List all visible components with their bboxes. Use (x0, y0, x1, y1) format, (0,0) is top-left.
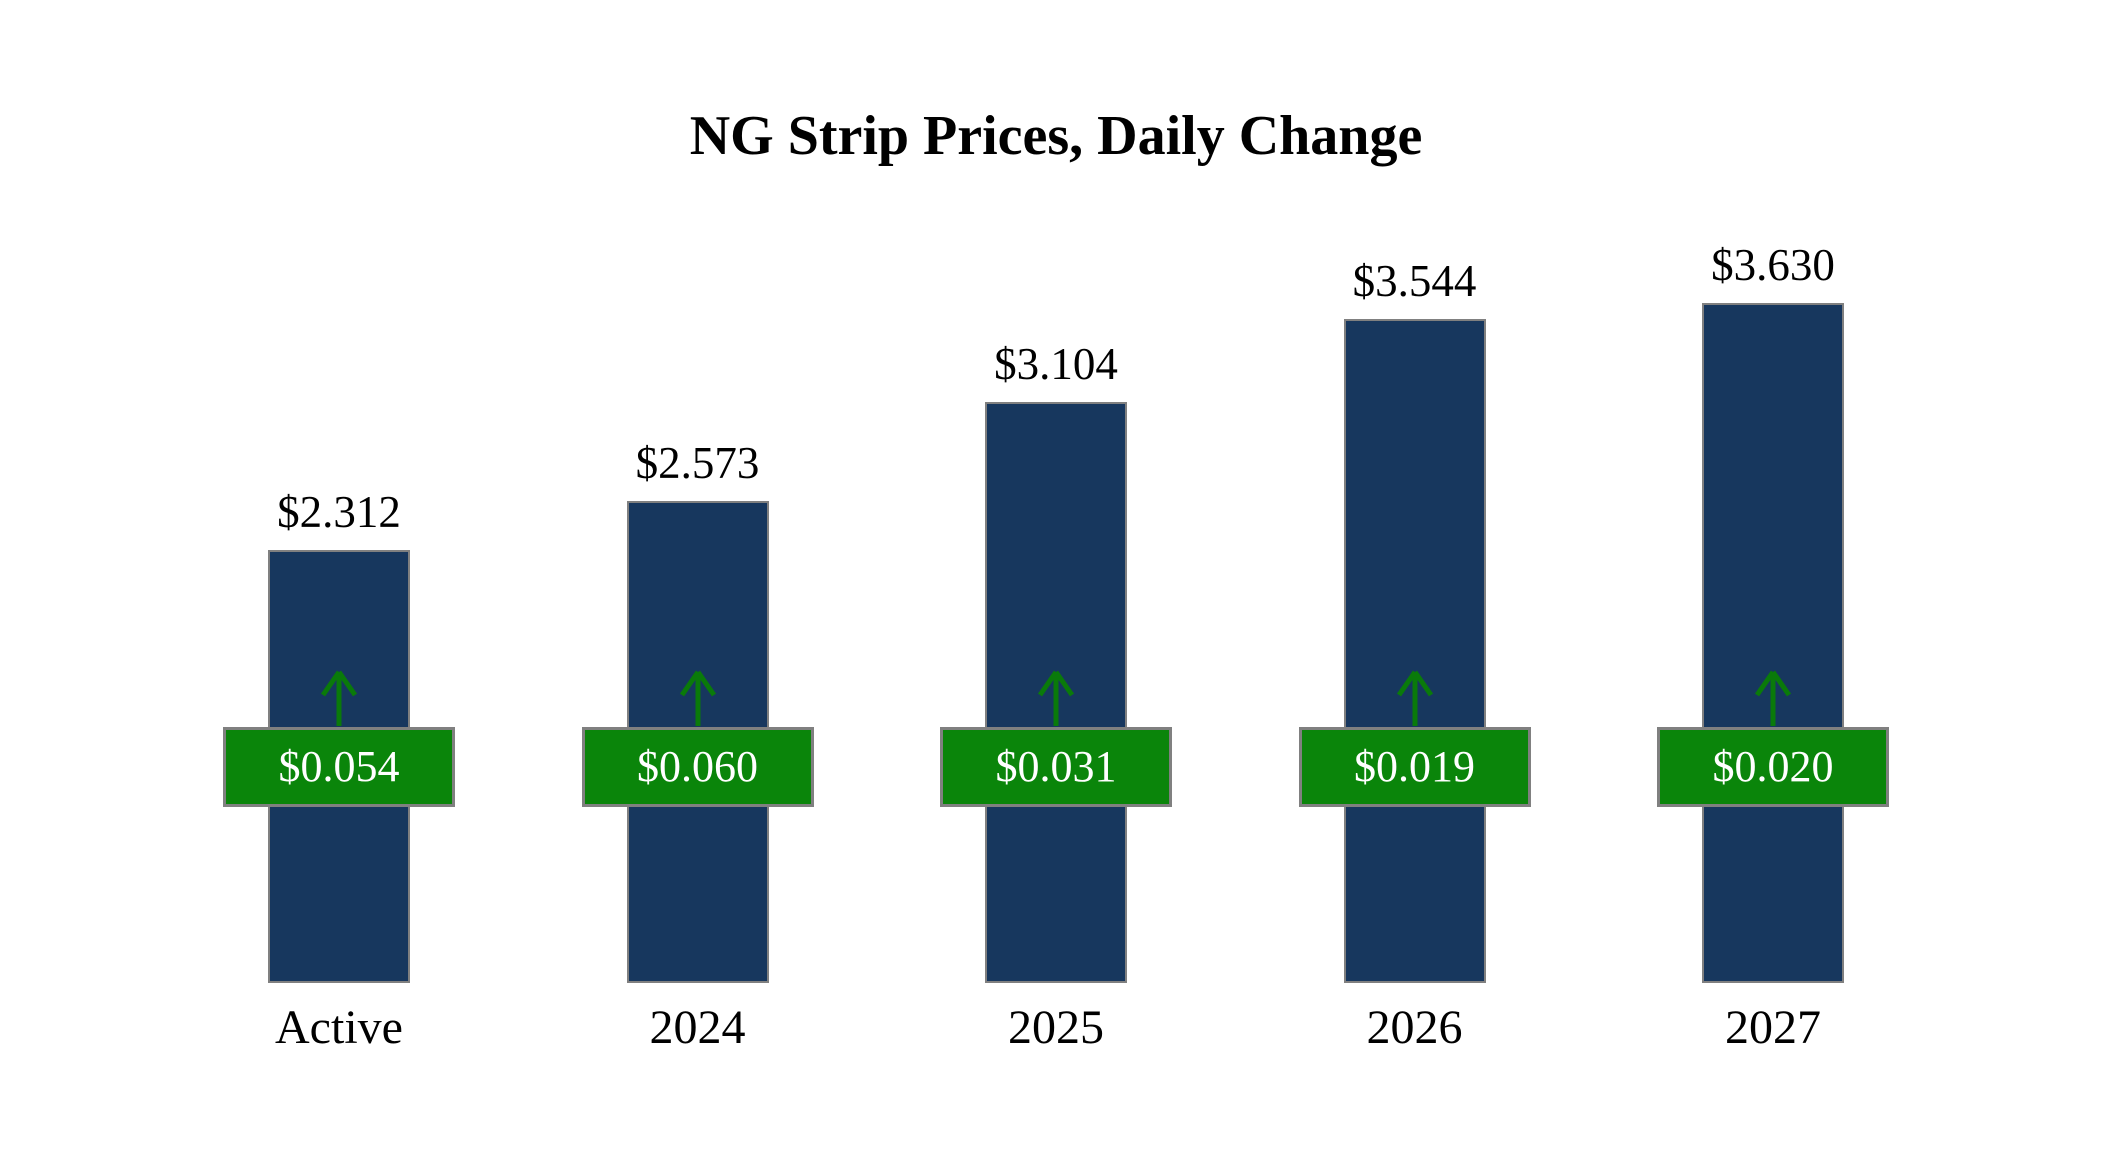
up-arrow-icon (1033, 669, 1079, 732)
bar-value-label: $2.573 (635, 438, 760, 488)
bar (1343, 319, 1486, 983)
daily-change-badge: $0.020 (1657, 727, 1889, 807)
daily-change-badge: $0.031 (940, 727, 1172, 807)
daily-change-value: $0.020 (1712, 742, 1834, 791)
daily-change-badge: $0.054 (223, 727, 455, 807)
daily-change-value: $0.054 (278, 742, 400, 791)
daily-change-value: $0.031 (995, 742, 1117, 791)
bar-value-label: $3.104 (994, 339, 1118, 389)
category-label: 2024 (649, 1001, 746, 1054)
up-arrow-icon (1392, 669, 1438, 732)
daily-change-value: $0.060 (637, 742, 758, 791)
up-arrow-icon (316, 669, 362, 732)
up-arrow-icon (675, 669, 721, 732)
category-label: 2025 (1008, 1001, 1104, 1054)
daily-change-value: $0.019 (1354, 742, 1475, 791)
bar-value-label: $2.312 (277, 487, 401, 537)
up-arrow-icon (1750, 669, 1796, 732)
category-label: Active (275, 1001, 403, 1054)
bar-value-label: $3.630 (1711, 240, 1835, 290)
bar-value-label: $3.544 (1352, 256, 1477, 306)
category-label: 2026 (1366, 1001, 1463, 1054)
category-label: 2027 (1725, 1001, 1821, 1054)
daily-change-badge: $0.060 (581, 727, 814, 807)
bar (1702, 303, 1844, 983)
daily-change-badge: $0.019 (1298, 727, 1531, 807)
chart-title: NG Strip Prices, Daily Change (689, 105, 1423, 167)
